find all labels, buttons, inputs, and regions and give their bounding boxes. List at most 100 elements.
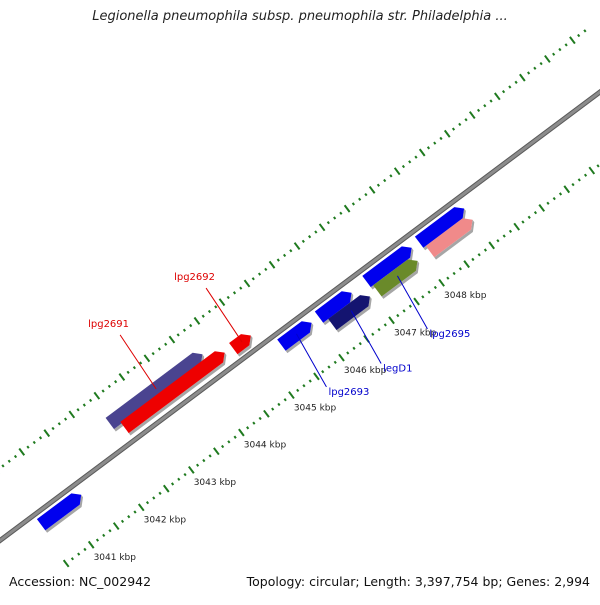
- minor-tick: [452, 271, 456, 276]
- minor-tick: [408, 304, 412, 308]
- minor-tick: [558, 47, 562, 52]
- major-tick: [93, 391, 101, 400]
- minor-tick: [76, 408, 80, 412]
- ruler-label-3041: 3041 kbp: [94, 553, 137, 563]
- gene-shadow-lpg2695: [381, 260, 420, 299]
- gene-label-lpg2693[interactable]: lpg2693: [328, 387, 369, 398]
- gene-arrow-gene-pink[interactable]: [425, 218, 473, 258]
- minor-tick: [364, 192, 368, 197]
- minor-tick: [246, 426, 250, 430]
- minor-tick: [352, 346, 356, 350]
- minor-tick: [32, 440, 36, 445]
- minor-tick: [301, 239, 305, 243]
- gene-shadow-gene-red-minus: [128, 352, 227, 436]
- gene-arrow-gene-3040-left[interactable]: [36, 493, 82, 531]
- minor-tick: [208, 454, 212, 458]
- minor-tick: [477, 253, 481, 257]
- minor-tick: [63, 417, 68, 421]
- major-tick: [468, 111, 476, 120]
- minor-tick: [157, 347, 161, 351]
- gene-arrow-lpg2695[interactable]: [373, 259, 418, 297]
- ruler-label-3045: 3045 kbp: [294, 403, 337, 413]
- ruler-label-3046: 3046 kbp: [344, 366, 387, 376]
- gene-arrow-lpg2691[interactable]: [105, 352, 203, 430]
- minor-tick: [396, 313, 400, 318]
- minor-tick: [433, 285, 437, 290]
- minor-tick: [276, 258, 280, 262]
- gene-arrow-gene-blue-2[interactable]: [314, 291, 352, 323]
- ruler-label-3044: 3044 kbp: [244, 441, 287, 451]
- minor-tick: [13, 454, 18, 459]
- major-tick: [388, 316, 395, 325]
- major-tick: [213, 447, 220, 456]
- major-tick: [263, 409, 270, 418]
- gene-arrow-lpg2692[interactable]: [229, 334, 251, 355]
- label-leader-lpg2691: [119, 334, 157, 390]
- major-tick: [188, 465, 195, 474]
- ruler-label-3047: 3047 kbp: [394, 328, 437, 338]
- major-tick: [68, 410, 76, 419]
- minor-tick: [102, 533, 106, 538]
- minor-tick: [533, 66, 537, 70]
- minor-tick: [89, 398, 93, 403]
- minor-tick: [177, 477, 181, 481]
- minor-tick: [308, 235, 312, 239]
- minor-tick: [376, 183, 381, 187]
- major-tick: [338, 353, 345, 362]
- minor-tick: [182, 328, 187, 332]
- major-tick: [18, 447, 26, 456]
- minor-tick: [145, 501, 150, 505]
- gene-arrow-gene-blue-3[interactable]: [362, 246, 412, 288]
- gene-label-legD1[interactable]: legD1: [383, 364, 412, 375]
- minor-tick: [70, 557, 75, 561]
- minor-tick: [508, 229, 513, 233]
- label-leader-lpg2695: [396, 275, 428, 330]
- gene-arrow-lpg2693[interactable]: [277, 321, 312, 351]
- major-tick: [112, 522, 120, 531]
- minor-tick: [346, 351, 350, 355]
- minor-tick: [514, 80, 518, 84]
- minor-tick: [402, 309, 406, 313]
- minor-tick: [314, 230, 318, 234]
- major-tick: [118, 373, 126, 381]
- minor-tick: [82, 403, 86, 407]
- major-tick: [463, 260, 470, 269]
- minor-tick: [496, 239, 500, 243]
- minor-tick: [120, 519, 125, 524]
- label-leader-lpg2693: [296, 333, 327, 388]
- major-tick: [313, 372, 320, 381]
- minor-tick: [257, 272, 262, 276]
- minor-tick: [302, 384, 306, 388]
- minor-tick: [308, 379, 312, 383]
- major-tick: [413, 297, 420, 306]
- minor-tick: [196, 463, 200, 467]
- gene-arrow-legD1[interactable]: [328, 295, 370, 331]
- minor-tick: [546, 201, 550, 205]
- gene-label-lpg2692[interactable]: lpg2692: [174, 272, 215, 283]
- minor-tick: [252, 421, 256, 425]
- minor-tick: [339, 211, 343, 215]
- minor-tick: [158, 491, 162, 495]
- major-tick: [393, 167, 401, 176]
- minor-tick: [77, 552, 81, 556]
- minor-tick: [358, 341, 362, 346]
- minor-tick: [83, 547, 87, 552]
- minor-tick: [176, 333, 180, 337]
- accession-text: Accession: NC_002942: [9, 574, 152, 589]
- minor-tick: [558, 192, 563, 196]
- major-tick: [218, 298, 226, 307]
- gene-arrow-gene-blue-4[interactable]: [414, 207, 465, 248]
- gene-shadow-gene-blue-2: [323, 292, 354, 326]
- gene-arrow-gene-red-minus[interactable]: [120, 351, 225, 434]
- minor-tick: [508, 85, 512, 89]
- major-tick: [443, 129, 451, 138]
- gene-label-lpg2691[interactable]: lpg2691: [88, 319, 129, 330]
- minor-tick: [552, 52, 556, 56]
- minor-tick: [127, 515, 131, 519]
- minor-tick: [38, 436, 43, 440]
- gene-label-lpg2695[interactable]: lpg2695: [429, 329, 470, 340]
- major-tick: [519, 73, 526, 82]
- minor-tick: [571, 182, 575, 187]
